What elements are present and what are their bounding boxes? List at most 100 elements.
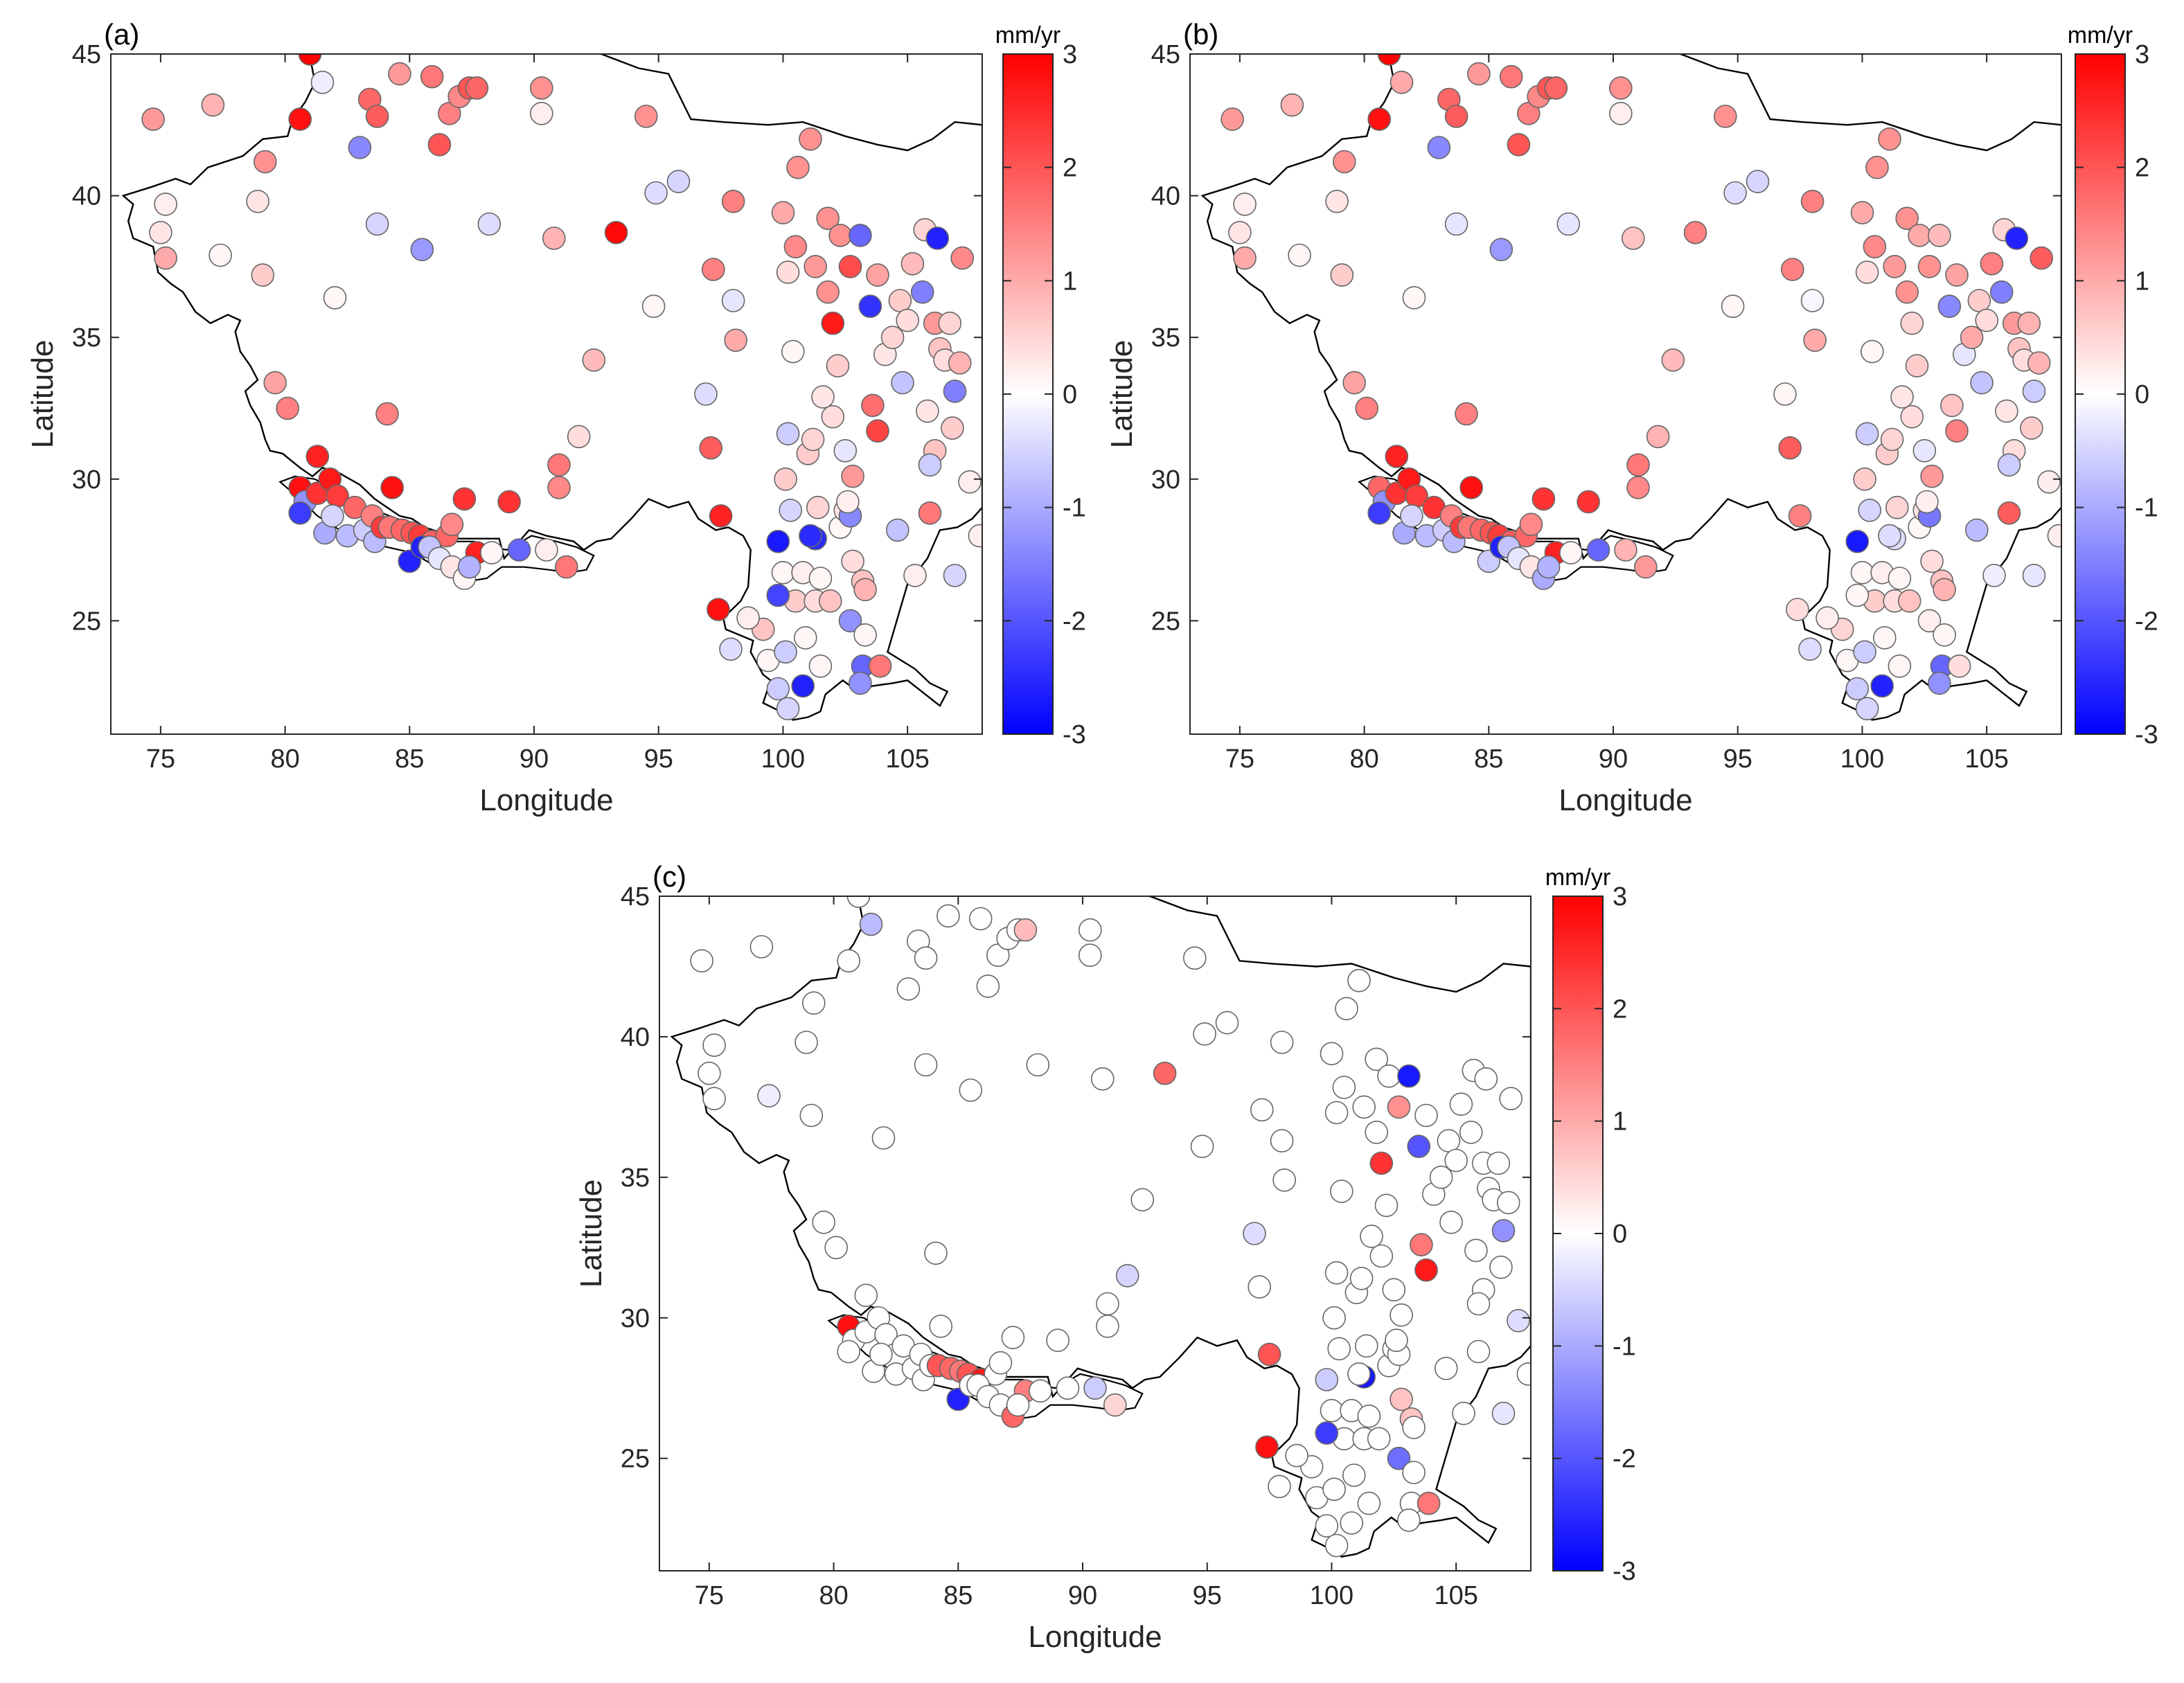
x-tick-label: 75: [146, 745, 175, 774]
station-point: [914, 946, 938, 970]
x-tick-label: 95: [644, 745, 673, 774]
station-point: [1347, 969, 1371, 992]
station-point: [849, 224, 872, 247]
station-point: [1349, 1267, 1374, 1290]
station-point: [542, 226, 566, 250]
map-content: [121, 54, 982, 721]
station-point: [694, 382, 718, 406]
station-point: [276, 396, 300, 420]
colorbar-tick-label: -2: [1063, 607, 1086, 636]
station-point: [859, 912, 883, 936]
station-point: [802, 991, 826, 1015]
station-point: [1975, 308, 1998, 332]
station-point: [1912, 438, 1937, 463]
station-point: [1861, 339, 1884, 364]
station-point: [896, 977, 921, 1001]
station-point: [766, 677, 790, 701]
station-point: [1272, 1168, 1296, 1192]
x-tick-label: 75: [1225, 745, 1254, 774]
station-point: [1228, 220, 1252, 244]
station-point: [757, 1084, 781, 1107]
station-point: [1803, 328, 1827, 353]
station-point: [1609, 76, 1633, 100]
station-point: [786, 155, 810, 179]
station-point: [1855, 697, 1879, 721]
station-point: [1347, 1362, 1371, 1386]
station-point: [968, 907, 993, 931]
station-point: [774, 467, 797, 491]
x-tick-label: 80: [819, 1581, 848, 1610]
station-point: [1115, 1264, 1139, 1288]
panel-label: (a): [104, 18, 139, 51]
colorbar-unit-label: mm/yr: [1545, 864, 1610, 891]
station-point: [948, 351, 972, 375]
station-point: [1850, 560, 1874, 585]
station-point: [1853, 467, 1876, 491]
x-tick-label: 90: [1068, 1581, 1097, 1610]
station-point: [1900, 311, 1924, 335]
station-point: [1280, 93, 1304, 117]
station-point: [900, 251, 925, 276]
station-point: [2030, 246, 2053, 270]
station-point: [2022, 564, 2046, 587]
station-point: [1414, 1258, 1438, 1282]
station-point: [841, 464, 864, 488]
station-point: [736, 606, 760, 630]
station-point: [641, 294, 666, 319]
station-point: [1429, 1166, 1453, 1189]
station-point: [776, 260, 800, 284]
station-point: [749, 935, 774, 959]
station-point: [1626, 453, 1650, 477]
axes-frame: [110, 53, 983, 735]
station-point: [1130, 1188, 1155, 1212]
station-point: [1320, 1042, 1344, 1066]
station-point: [1532, 487, 1556, 511]
station-point: [529, 76, 553, 100]
station-point: [1365, 1047, 1388, 1071]
x-tick-label: 105: [1964, 745, 2008, 774]
station-point: [816, 206, 840, 231]
station-point: [721, 189, 745, 213]
station-point: [804, 255, 827, 278]
station-point: [465, 76, 489, 100]
station-point: [1721, 294, 1745, 319]
station-point: [1845, 529, 1870, 553]
station-point: [2017, 311, 2041, 335]
station-point: [1243, 1222, 1266, 1245]
station-point: [1507, 1309, 1530, 1333]
station-point: [838, 609, 862, 633]
station-point: [420, 64, 444, 89]
station-point: [365, 105, 389, 128]
station-point: [1330, 263, 1354, 287]
station-point: [1855, 422, 1879, 446]
station-point: [766, 583, 790, 607]
station-point: [1455, 402, 1478, 426]
station-point: [888, 289, 912, 312]
station-point: [1083, 1376, 1107, 1400]
station-point: [988, 1351, 1013, 1375]
station-point: [698, 1061, 721, 1085]
station-point: [837, 1339, 860, 1364]
station-point: [1001, 1326, 1025, 1349]
station-point: [440, 513, 464, 537]
x-tick-label: 95: [1193, 1581, 1222, 1610]
station-point: [1315, 1514, 1339, 1538]
station-point: [868, 654, 892, 678]
station-point: [1367, 501, 1391, 525]
station-point: [154, 246, 177, 270]
station-point: [1850, 201, 1874, 224]
station-point: [1006, 1393, 1030, 1417]
station-point: [916, 399, 939, 423]
station-point: [1960, 326, 1984, 350]
station-point: [1786, 598, 1809, 621]
station-point: [1467, 62, 1491, 86]
station-point: [812, 1211, 835, 1234]
station-point: [1895, 280, 1919, 304]
station-point: [1544, 76, 1568, 100]
station-point: [1248, 1275, 1271, 1299]
colorbar-tick-label: 1: [2135, 267, 2149, 296]
station-point: [201, 93, 225, 117]
station-point: [1781, 258, 1804, 281]
station-point: [1845, 677, 1870, 701]
station-point: [1324, 1261, 1349, 1285]
